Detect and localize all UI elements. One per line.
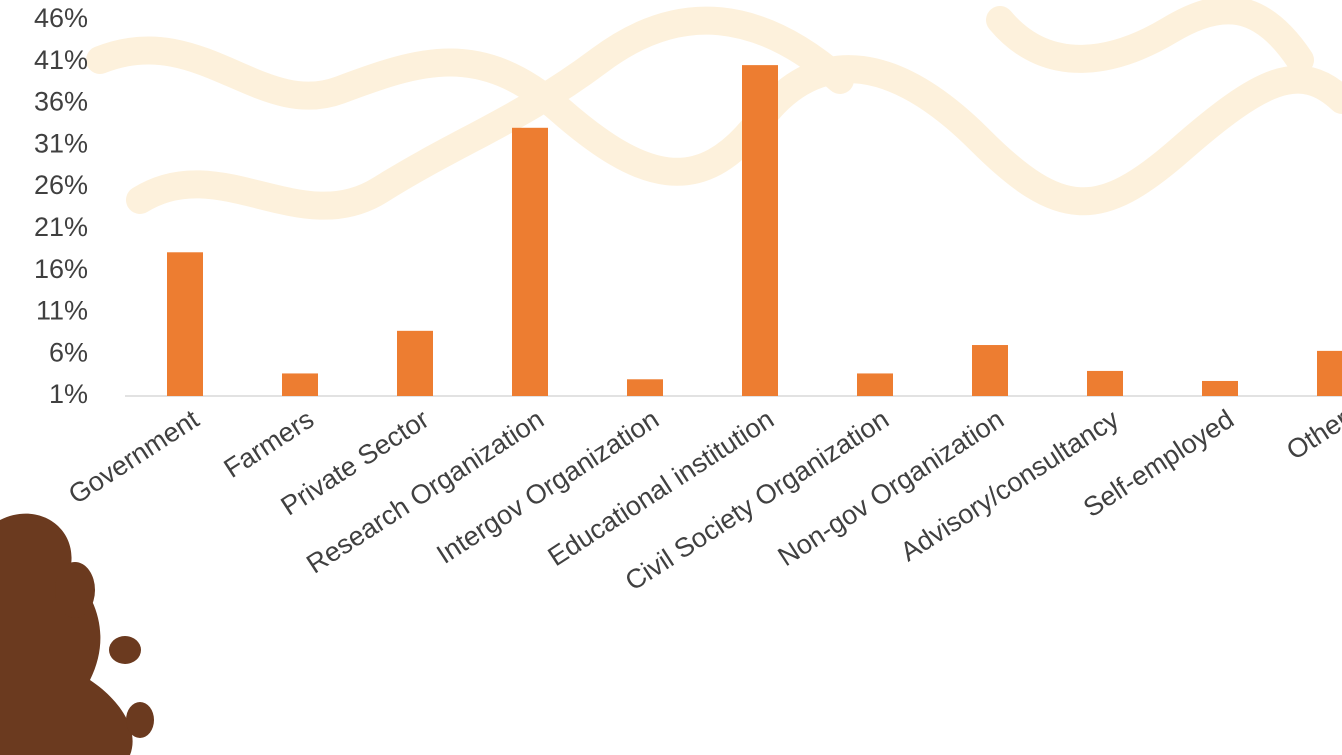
background-decoration [86,0,1342,220]
bar [282,373,318,396]
bar [1317,350,1342,396]
bar [512,127,548,396]
bar [742,65,778,397]
bar [1202,380,1238,396]
x-tick-label: Other [1281,404,1342,466]
y-tick-label: 46% [34,3,88,33]
y-tick-label: 26% [34,170,88,200]
bar [627,379,663,396]
y-tick-label: 41% [34,45,88,75]
y-tick-label: 31% [34,128,88,158]
y-tick-label: 16% [34,254,88,284]
x-tick-label: Advisory/consultancy [895,404,1124,568]
y-tick-label: 21% [34,212,88,242]
bar [167,252,203,396]
y-tick-label: 36% [34,87,88,117]
bar [397,330,433,396]
bar [1087,370,1123,396]
x-tick-label: Farmers [219,404,320,484]
x-tick-label: Government [63,404,204,510]
corner-decoration [0,513,154,755]
y-tick-label: 11% [36,296,88,326]
bar [857,373,893,396]
y-tick-label: 1% [49,379,88,409]
y-tick-label: 6% [49,337,88,367]
bar [972,345,1008,396]
